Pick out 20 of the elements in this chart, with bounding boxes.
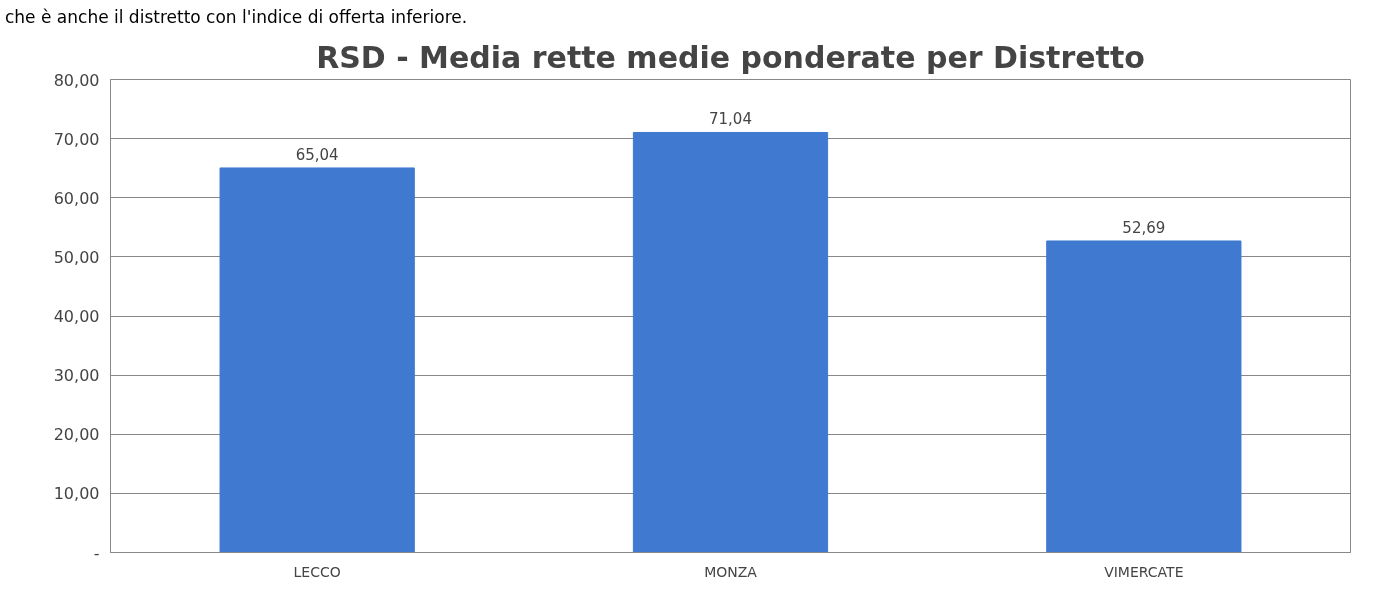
y-tick-label: 30,00 — [53, 366, 100, 386]
y-tick-label: 40,00 — [53, 307, 100, 326]
x-tick-label: VIMERCATE — [1104, 563, 1184, 580]
y-tick-label: 80,00 — [53, 70, 100, 90]
y-tick-label: 60,00 — [53, 188, 100, 208]
y-tick-label: 10,00 — [53, 484, 100, 504]
y-tick-label: 20,00 — [53, 425, 100, 445]
chart-title: RSD - Media rette medie ponderate per Distretto — [316, 39, 1145, 75]
bar — [1046, 240, 1242, 553]
x-tick-label: MONZA — [704, 563, 758, 580]
y-tick-label: 50,00 — [53, 247, 100, 267]
bar — [219, 167, 415, 553]
text: che è anche il distretto con l'indice di offerta inferiore. — [5, 6, 468, 29]
y-tick-label: 70,00 — [53, 129, 100, 149]
y-tick-label: - — [93, 543, 100, 563]
data-label: 52,69 — [1122, 218, 1166, 237]
data-label: 71,04 — [709, 110, 752, 129]
data-label: 65,04 — [295, 145, 339, 164]
bar — [632, 131, 829, 553]
x-tick-label: LECCO — [293, 563, 341, 580]
